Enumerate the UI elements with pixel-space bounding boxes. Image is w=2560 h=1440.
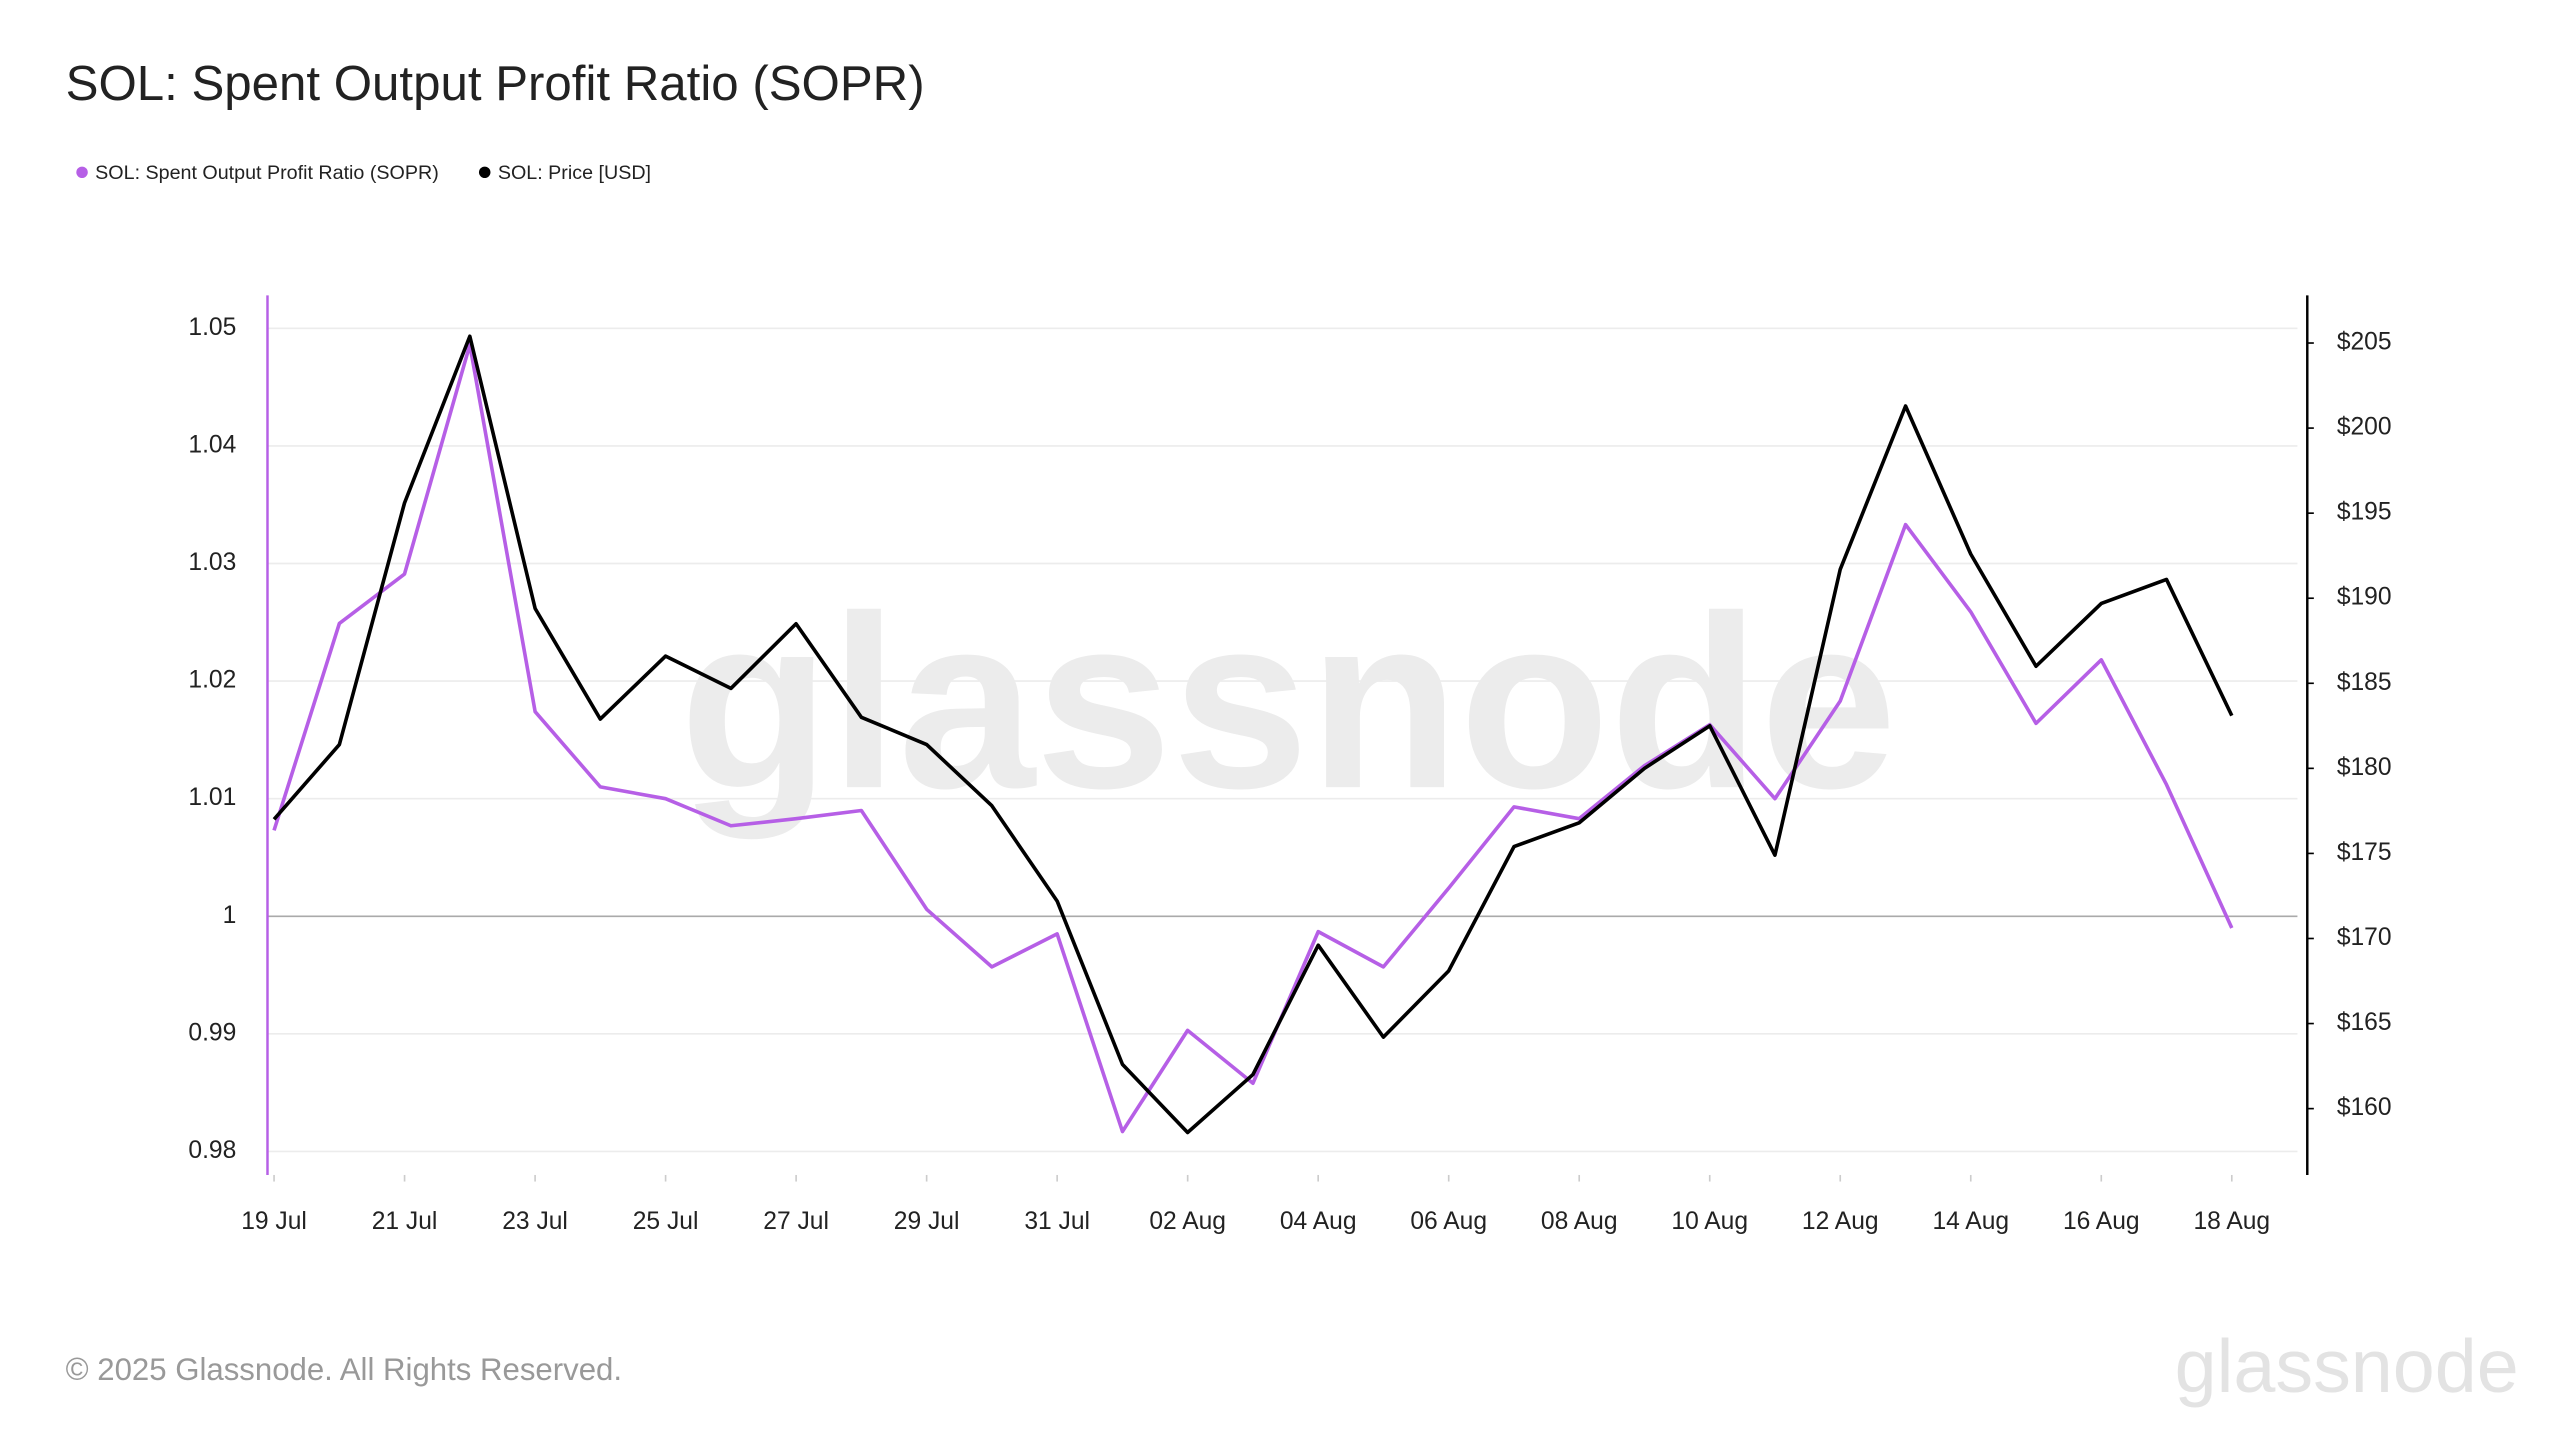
legend-marker: [76, 166, 88, 179]
x-tick-label: 16 Aug: [2063, 1208, 2140, 1235]
y2-tick-label: $165: [2337, 1009, 2392, 1036]
x-tick-label: 21 Jul: [372, 1208, 438, 1235]
x-tick-label: 27 Jul: [763, 1208, 829, 1235]
y2-tick-label: $200: [2337, 414, 2392, 441]
y-tick-label: 1.01: [188, 784, 236, 811]
x-tick-label: 23 Jul: [502, 1208, 568, 1235]
y-tick-label: 0.98: [188, 1137, 236, 1164]
x-tick-label: 25 Jul: [633, 1208, 699, 1235]
x-tick-label: 10 Aug: [1671, 1208, 1748, 1235]
y-tick-label: 0.99: [188, 1019, 236, 1046]
x-tick-label: 08 Aug: [1541, 1208, 1618, 1235]
series-line: [272, 342, 2234, 1134]
y2-tick-label: $180: [2337, 754, 2392, 781]
x-tick-label: 04 Aug: [1280, 1208, 1357, 1235]
x-tick-label: 06 Aug: [1410, 1208, 1487, 1235]
x-tick-label: 29 Jul: [894, 1208, 960, 1235]
logo: glassnode: [2175, 1324, 2519, 1408]
x-tick-label: 19 Jul: [241, 1208, 307, 1235]
y-tick-label: 1: [223, 902, 237, 929]
y2-tick-label: $190: [2337, 584, 2392, 611]
y2-tick-label: $160: [2337, 1094, 2392, 1121]
series-line: [272, 334, 2234, 1135]
legend-label: SOL: Price [USD]: [498, 162, 651, 184]
y2-tick-label: $170: [2337, 924, 2392, 951]
y-tick-label: 1.05: [188, 314, 236, 341]
y-tick-label: 1.04: [188, 431, 236, 458]
x-tick-label: 12 Aug: [1802, 1208, 1879, 1235]
watermark: glassnode: [680, 565, 1897, 840]
y-tick-label: 1.02: [188, 667, 236, 694]
chart-title: SOL: Spent Output Profit Ratio (SOPR): [66, 56, 925, 111]
footer: © 2025 Glassnode. All Rights Reserved.: [66, 1352, 622, 1387]
y2-tick-label: $195: [2337, 499, 2392, 526]
x-tick-label: 02 Aug: [1149, 1208, 1226, 1235]
y2-tick-label: $185: [2337, 669, 2392, 696]
y2-tick-label: $175: [2337, 839, 2392, 866]
y-tick-label: 1.03: [188, 549, 236, 576]
y2-tick-label: $205: [2337, 329, 2392, 356]
x-tick-label: 14 Aug: [1932, 1208, 2009, 1235]
x-tick-label: 18 Aug: [2193, 1208, 2270, 1235]
legend-marker: [478, 166, 491, 179]
x-tick-label: 31 Jul: [1024, 1208, 1090, 1235]
legend-label: SOL: Spent Output Profit Ratio (SOPR): [95, 162, 439, 184]
